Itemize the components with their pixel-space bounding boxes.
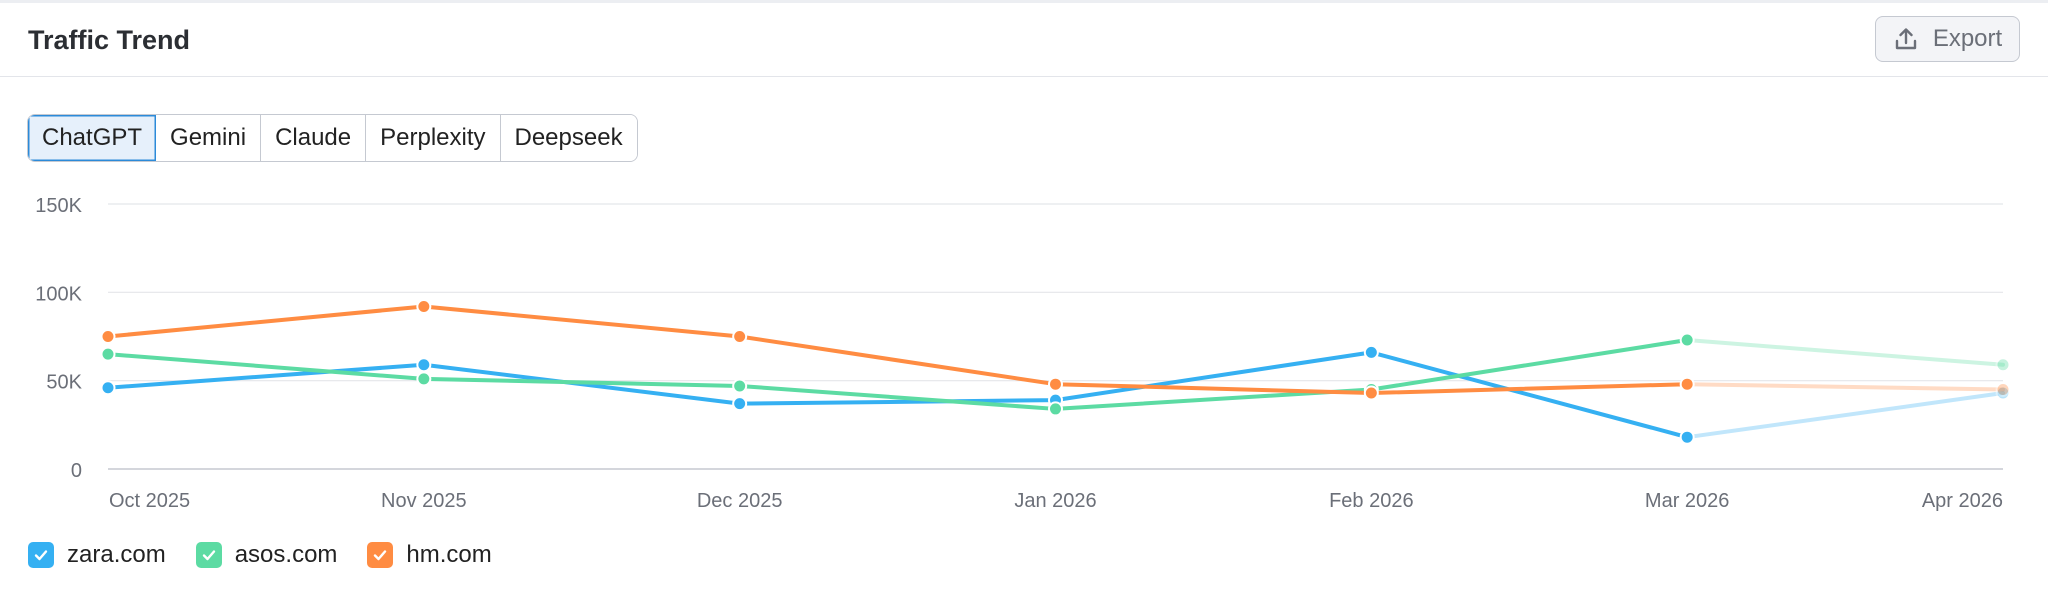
y-tick-label: 100K xyxy=(35,283,82,305)
data-point-zara xyxy=(1363,344,1379,360)
data-point-hm xyxy=(1048,376,1063,392)
data-point-zara xyxy=(1995,385,2011,401)
x-tick-label: Feb 2026 xyxy=(1329,490,1414,512)
data-point-asos xyxy=(1363,382,1379,397)
data-point-hm xyxy=(1995,382,2011,397)
data-point-asos xyxy=(1995,357,2011,373)
data-point-hm xyxy=(1363,385,1379,401)
data-point-hm xyxy=(100,329,116,344)
export-label: Export xyxy=(1932,25,2003,52)
tab-claude[interactable]: Claude xyxy=(261,115,367,161)
checkbox-checked-icon xyxy=(28,542,54,568)
data-point-hm xyxy=(732,329,748,344)
widget-title: Traffic Trend xyxy=(28,25,191,55)
tab-chatgpt[interactable]: ChatGPT xyxy=(28,115,157,161)
tab-gemini[interactable]: Gemini xyxy=(156,115,262,161)
upload-icon xyxy=(1893,26,1919,52)
data-point-asos xyxy=(1048,401,1063,417)
x-tick-label: Oct 2025 xyxy=(109,490,190,512)
checkbox-checked-icon xyxy=(367,542,394,568)
x-tick-label: Nov 2025 xyxy=(381,490,467,512)
legend-label-asos: asos.com xyxy=(234,541,338,568)
legend-item-hm[interactable]: hm.com xyxy=(367,541,492,569)
legend-item-zara[interactable]: zara.com xyxy=(28,541,166,569)
series-line-asos xyxy=(106,338,1690,411)
x-tick-label: Apr 2026 xyxy=(1922,490,2003,512)
legend-item-asos[interactable]: asos.com xyxy=(195,541,338,569)
x-tick-label: Dec 2025 xyxy=(697,490,783,512)
data-point-zara xyxy=(1679,429,1695,445)
data-point-asos xyxy=(1679,332,1695,348)
y-tick-label: 50K xyxy=(46,372,82,394)
ai-engine-tabs: ChatGPT Gemini Claude Perplexity Deepsee… xyxy=(27,114,638,162)
legend-label-hm: hm.com xyxy=(406,541,492,568)
data-point-zara xyxy=(732,396,748,412)
x-tick-label: Mar 2026 xyxy=(1645,490,1730,512)
tab-perplexity[interactable]: Perplexity xyxy=(366,115,501,161)
legend-label-zara: zara.com xyxy=(67,541,166,568)
series-line-incomplete-zara xyxy=(1685,391,2005,440)
data-point-zara xyxy=(416,357,432,373)
series-line-incomplete-hm xyxy=(1685,382,2005,392)
data-point-zara xyxy=(100,380,116,396)
data-point-hm xyxy=(416,298,432,314)
data-point-asos xyxy=(100,346,116,362)
chart-legend: zara.com asos.com hm.com xyxy=(28,541,492,569)
data-point-zara xyxy=(1048,392,1063,408)
data-point-hm xyxy=(1679,376,1695,392)
widget-header: Traffic Trend Export xyxy=(0,3,2048,77)
traffic-line-chart: 0 50K 100K 150K Oct 2025 Nov 2025 Dec 2025 Jan … xyxy=(35,195,2011,512)
checkbox-checked-icon xyxy=(195,542,222,568)
y-tick-label: 150K xyxy=(35,195,82,217)
tab-deepseek[interactable]: Deepseek xyxy=(500,115,637,161)
series-line-incomplete-asos xyxy=(1685,338,2005,367)
x-tick-label: Jan 2026 xyxy=(1014,490,1096,512)
series-line-hm xyxy=(106,304,1690,396)
y-tick-label: 0 xyxy=(71,460,82,482)
data-point-asos xyxy=(732,378,748,394)
series-line-zara xyxy=(106,350,1690,440)
data-point-asos xyxy=(416,371,432,387)
export-button[interactable]: Export xyxy=(1875,16,2020,62)
